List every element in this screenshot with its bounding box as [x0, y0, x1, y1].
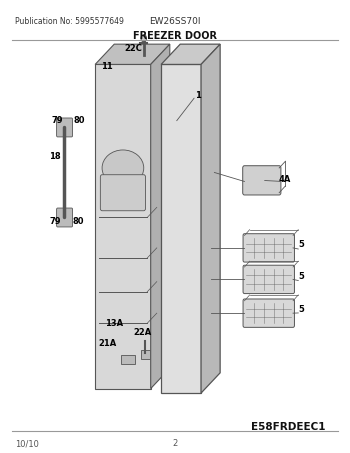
Bar	[121, 355, 135, 364]
Text: 5: 5	[299, 305, 304, 314]
Circle shape	[141, 35, 147, 42]
Text: 4A: 4A	[278, 175, 290, 184]
Polygon shape	[95, 64, 151, 389]
Text: E58FRDEEC1: E58FRDEEC1	[251, 422, 326, 432]
Text: 79: 79	[49, 217, 61, 226]
Polygon shape	[151, 44, 170, 389]
Polygon shape	[201, 44, 220, 393]
Text: 5: 5	[299, 271, 304, 280]
Text: 13A: 13A	[105, 319, 123, 328]
FancyBboxPatch shape	[243, 265, 294, 294]
Text: 21A: 21A	[98, 339, 117, 348]
Text: 18: 18	[49, 152, 61, 161]
FancyBboxPatch shape	[100, 175, 146, 211]
Text: 22A: 22A	[133, 328, 151, 337]
Bar	[141, 350, 150, 359]
FancyBboxPatch shape	[57, 118, 72, 137]
Text: 79: 79	[51, 116, 63, 125]
Text: 5: 5	[299, 240, 304, 249]
Polygon shape	[161, 44, 220, 64]
FancyBboxPatch shape	[243, 234, 294, 262]
Text: Publication No: 5995577649: Publication No: 5995577649	[15, 17, 124, 26]
Text: 80: 80	[72, 217, 84, 226]
FancyBboxPatch shape	[243, 299, 294, 328]
Text: 1: 1	[195, 92, 201, 101]
Polygon shape	[95, 44, 170, 64]
Text: 2: 2	[172, 439, 177, 448]
Text: EW26SS70I: EW26SS70I	[149, 17, 201, 26]
Text: 10/10: 10/10	[15, 439, 39, 448]
Text: 11: 11	[102, 62, 113, 71]
FancyBboxPatch shape	[243, 166, 281, 195]
Polygon shape	[161, 64, 201, 393]
Text: 80: 80	[74, 116, 85, 125]
Ellipse shape	[102, 150, 144, 186]
Text: FREEZER DOOR: FREEZER DOOR	[133, 31, 217, 41]
Text: 22C: 22C	[124, 44, 142, 53]
FancyBboxPatch shape	[57, 208, 72, 227]
